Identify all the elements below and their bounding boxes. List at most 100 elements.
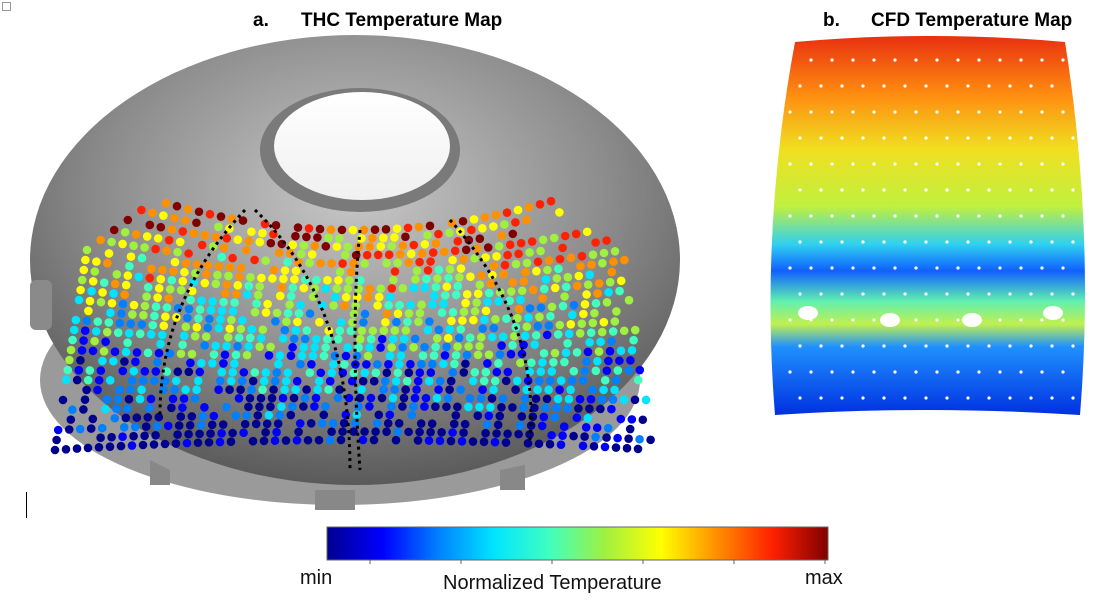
thc-sensor-dot [124,328,134,338]
cfd-cooling-hole [1061,266,1065,270]
thc-sensor-dot [373,250,383,260]
thc-sensor-dot [266,402,275,411]
thc-sensor-dot [113,328,123,337]
thc-sensor-dot [230,298,239,307]
thc-sensor-dot [198,411,208,421]
thc-sensor-dot [225,385,234,394]
thc-sensor-dot [123,338,132,347]
thc-sensor-dot [484,411,494,421]
thc-sensor-dot [553,330,563,339]
thc-sensor-dot [539,284,549,294]
cfd-cooling-hole [830,214,834,218]
cfd-cooling-hole [798,344,802,348]
cfd-cooling-hole [861,188,865,192]
cfd-cooling-hole [893,162,897,166]
thc-sensor-dot [580,299,590,309]
thc-sensor-dot [556,376,566,385]
thc-sensor-dot [583,280,593,289]
thc-sensor-dot [52,435,61,445]
thc-sensor-dot [385,292,395,302]
thc-sensor-dot [330,292,340,302]
thc-sensor-dot [360,309,370,319]
thc-sensor-dot [456,264,466,273]
thc-sensor-dot [228,367,238,377]
thc-sensor-dot [469,315,478,325]
thc-sensor-dot [395,359,404,369]
thc-sensor-dot [102,327,112,337]
thc-sensor-dot [501,376,511,386]
cfd-cooling-hole [851,370,855,374]
thc-sensor-dot [479,437,489,447]
thc-sensor-dot [200,341,209,350]
cfd-cooling-hole [1029,188,1033,192]
thc-sensor-dot [475,234,485,244]
thc-sensor-dot [440,351,450,360]
thc-sensor-dot [624,365,634,375]
thc-sensor-dot [413,436,423,445]
thc-sensor-dot [459,307,469,317]
thc-sensor-dot [475,280,485,290]
cfd-cooling-hole [1061,58,1065,62]
thc-sensor-dot [401,326,411,335]
thc-sensor-dot [376,284,386,293]
cfd-cooling-hole [798,136,802,140]
thc-sensor-dot [107,298,117,308]
thc-sensor-dot [633,444,643,454]
thc-sensor-dot [256,333,266,343]
thc-sensor-dot [182,438,192,448]
thc-sensor-dot [129,431,138,441]
thc-sensor-dot [134,272,144,282]
thc-sensor-dot [167,275,177,285]
thc-sensor-dot [200,278,210,288]
thc-sensor-dot [110,279,120,289]
thc-sensor-dot [288,402,297,411]
thc-sensor-dot [238,316,247,325]
cfd-cooling-hole [872,110,876,114]
thc-sensor-dot [611,375,621,385]
thc-sensor-dot [519,277,529,286]
thc-sensor-dot [492,251,501,261]
thc-sensor-dot [333,393,343,403]
thc-sensor-dot [549,233,559,243]
thc-sensor-dot [291,231,300,241]
cfd-cooling-hole [966,292,970,296]
cfd-surface [770,36,1085,415]
cfd-cooling-hole [1071,188,1075,192]
thc-sensor-dot [137,205,146,215]
thc-sensor-dot [587,260,596,270]
thc-sensor-dot [480,213,490,222]
thc-sensor-dot [499,269,508,279]
thc-sensor-dot [538,294,547,303]
cfd-cooling-hole [872,318,876,322]
thc-sensor-dot [299,283,309,293]
thc-sensor-dot [495,411,505,421]
thc-sensor-dot [290,275,299,284]
thc-sensor-dot [468,437,478,446]
thc-sensor-dot [314,435,324,445]
cfd-cooling-hole [809,370,813,374]
cfd-cooling-hole [1008,84,1012,88]
thc-sensor-dot [255,402,264,412]
thc-sensor-dot [415,257,424,267]
thc-sensor-dot [240,419,250,429]
thc-sensor-dot [148,320,158,330]
cfd-cooling-hole [788,214,792,218]
thc-sensor-dot [153,293,162,302]
thc-sensor-dot [251,419,261,429]
thc-sensor-dot [302,385,311,394]
thc-sensor-dot [622,443,632,453]
thc-sensor-dot [104,318,114,327]
thc-sensor-dot [66,415,76,424]
cfd-cooling-hole [798,188,802,192]
cfd-cooling-hole [882,240,886,244]
thc-sensor-dot [181,322,191,332]
cfd-cooling-hole [998,370,1002,374]
thc-sensor-dot [217,367,227,377]
thc-sensor-dot [197,296,206,306]
thc-sensor-dot [590,308,599,318]
thc-sensor-dot [514,304,524,314]
thc-sensor-dot [277,402,286,411]
thc-sensor-dot [437,428,446,437]
thc-sensor-dot [218,420,228,429]
thc-sensor-dot [319,410,329,420]
